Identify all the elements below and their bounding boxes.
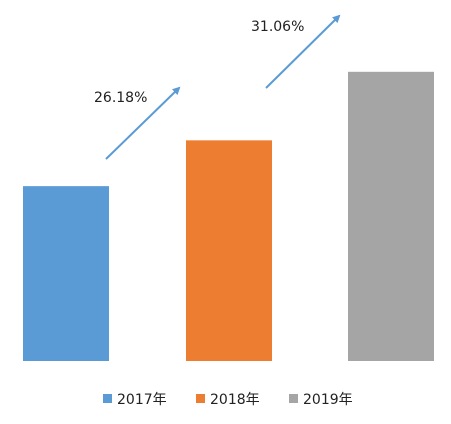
bar-2018年 bbox=[186, 140, 272, 361]
bar-2019年 bbox=[348, 71, 434, 361]
growth-arrow-1 bbox=[105, 86, 181, 160]
legend-swatch-2018年 bbox=[196, 394, 205, 403]
legend-label-2017年: 2017年 bbox=[117, 392, 167, 408]
legend-swatch-2019年 bbox=[289, 394, 298, 403]
growth-label-2: 31.06% bbox=[251, 19, 304, 35]
legend-swatch-2017年 bbox=[103, 394, 112, 403]
bars-layer bbox=[23, 71, 434, 361]
growth-label-1: 26.18% bbox=[94, 90, 147, 106]
growth-annotations: 26.18% 31.06% bbox=[94, 14, 341, 160]
legend: 2017年 2018年 2019年 bbox=[103, 392, 353, 408]
legend-label-2019年: 2019年 bbox=[303, 392, 353, 408]
growth-arrow-2 bbox=[265, 14, 341, 89]
bar-2017年 bbox=[23, 186, 109, 361]
legend-label-2018年: 2018年 bbox=[210, 392, 260, 408]
